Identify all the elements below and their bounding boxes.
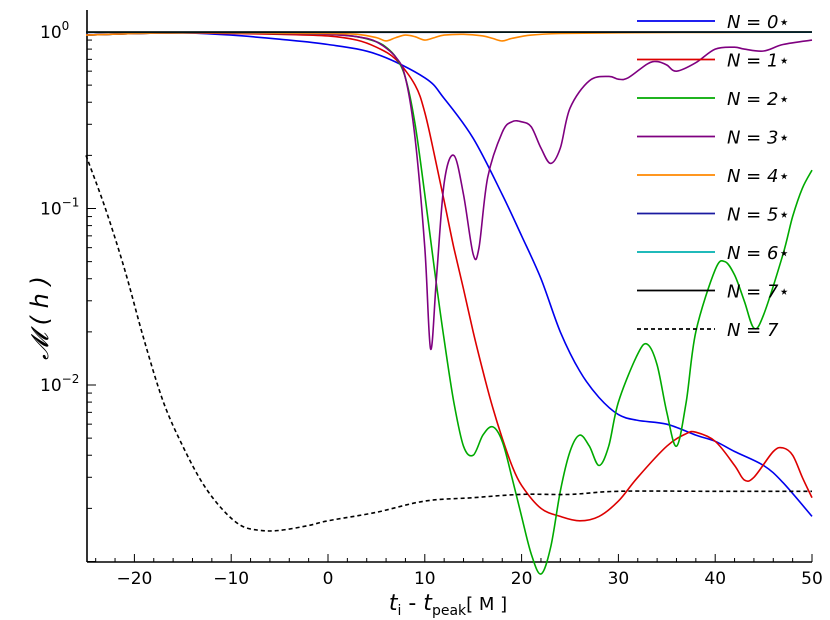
x-tick-label: 0 <box>323 569 334 589</box>
x-tick-label: 40 <box>704 569 726 589</box>
legend-label: N = 2⋆ <box>727 89 790 110</box>
legend-label: N = 7⋆ <box>727 282 790 303</box>
series-layer <box>85 31 813 575</box>
legend-label: N = 0⋆ <box>727 12 790 33</box>
series-line-8 <box>85 155 812 532</box>
legend-label: N = 4⋆ <box>727 166 790 187</box>
x-tick-label: 30 <box>608 569 630 589</box>
y-tick-label: 100 <box>40 19 69 43</box>
x-tick-label: −20 <box>116 569 152 589</box>
y-tick-label: 10−2 <box>40 372 79 396</box>
x-tick-label: 10 <box>414 569 436 589</box>
y-tick-label: 10−1 <box>40 196 79 220</box>
x-tick-label: 20 <box>511 569 533 589</box>
series-line-4 <box>85 31 813 42</box>
x-tick-label: 50 <box>801 569 823 589</box>
legend-label: N = 3⋆ <box>727 128 790 149</box>
series-line-3 <box>85 31 813 350</box>
series-line-1 <box>85 31 813 522</box>
legend-label: N = 7 <box>727 320 779 341</box>
y-axis-title: 𝓜 ( h ) <box>26 276 54 360</box>
axes: −20 −10 0 10 20 30 40 50 100 10−1 10−2 <box>40 10 823 589</box>
legend-label: N = 5⋆ <box>727 205 790 226</box>
legend-label: N = 1⋆ <box>727 51 790 72</box>
legend-label: N = 6⋆ <box>727 243 790 264</box>
x-axis-title: ti - tpeak[ M ] <box>389 591 507 619</box>
x-tick-label: −10 <box>213 569 249 589</box>
legend: N = 0⋆ N = 1⋆ N = 2⋆ N = 3⋆ N = 4⋆ N = 5⋆ N = … <box>637 12 790 341</box>
